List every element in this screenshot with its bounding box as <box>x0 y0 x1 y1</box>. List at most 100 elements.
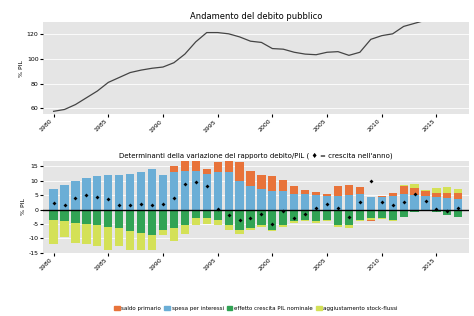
Bar <box>225 159 233 172</box>
Bar <box>246 228 255 230</box>
Bar <box>367 220 375 221</box>
Bar <box>93 225 101 246</box>
Bar <box>345 195 353 210</box>
Y-axis label: % PIL: % PIL <box>21 198 26 215</box>
Bar <box>334 210 342 225</box>
Legend: saldo primario, spesa per interessi, effetto crescita PIL nominale, aggiustament: saldo primario, spesa per interessi, eff… <box>112 304 400 313</box>
Bar <box>312 195 320 210</box>
Bar <box>181 171 189 210</box>
Bar <box>159 210 167 230</box>
Bar <box>312 210 320 221</box>
Bar <box>421 210 429 211</box>
Bar <box>61 221 69 237</box>
Bar <box>432 193 440 197</box>
Bar <box>345 185 353 195</box>
Y-axis label: % PIL: % PIL <box>19 60 24 77</box>
Bar <box>432 197 440 210</box>
Bar <box>290 194 298 210</box>
Bar <box>356 187 364 194</box>
Bar <box>246 186 255 210</box>
Bar <box>356 220 364 221</box>
Bar <box>126 173 134 210</box>
Title: Andamento del debito pubblico: Andamento del debito pubblico <box>190 12 322 21</box>
Bar <box>159 175 167 210</box>
Bar <box>170 228 178 241</box>
Bar <box>257 210 265 225</box>
Bar <box>334 225 342 227</box>
Bar <box>378 218 386 219</box>
Bar <box>202 169 211 173</box>
Bar <box>181 158 189 171</box>
Bar <box>148 210 156 235</box>
Bar <box>421 190 429 191</box>
Bar <box>137 172 145 210</box>
Bar <box>61 210 69 221</box>
Bar <box>236 181 244 210</box>
Bar <box>246 210 255 228</box>
Bar <box>334 186 342 196</box>
Bar <box>82 178 91 210</box>
Bar <box>290 186 298 194</box>
Bar <box>236 162 244 181</box>
Bar <box>137 233 145 250</box>
Bar <box>214 172 222 210</box>
Bar <box>312 221 320 222</box>
Bar <box>454 198 463 210</box>
Bar <box>268 191 276 210</box>
Bar <box>61 185 69 210</box>
Bar <box>378 197 386 210</box>
Bar <box>191 157 200 171</box>
Bar <box>49 189 58 210</box>
Bar <box>400 194 408 210</box>
Bar <box>93 176 101 210</box>
Bar <box>104 227 112 250</box>
Bar <box>72 222 80 243</box>
Bar <box>257 175 265 189</box>
Bar <box>323 220 331 221</box>
Bar <box>148 169 156 210</box>
Bar <box>323 196 331 210</box>
Bar <box>148 235 156 250</box>
Bar <box>454 193 463 198</box>
Bar <box>191 171 200 210</box>
Bar <box>202 210 211 218</box>
Bar <box>170 166 178 172</box>
Bar <box>378 210 386 218</box>
Bar <box>93 210 101 225</box>
Bar <box>356 210 364 220</box>
Bar <box>443 187 451 193</box>
Bar <box>345 225 353 228</box>
Bar <box>49 210 58 220</box>
Bar <box>49 220 58 244</box>
Bar <box>389 210 397 220</box>
Bar <box>400 210 408 217</box>
Bar <box>454 210 463 217</box>
Bar <box>443 198 451 210</box>
Bar <box>389 196 397 210</box>
Bar <box>410 189 419 195</box>
Bar <box>181 210 189 225</box>
Bar <box>214 162 222 172</box>
Bar <box>202 173 211 210</box>
Bar <box>400 186 408 194</box>
Bar <box>312 192 320 195</box>
Bar <box>279 225 287 227</box>
Bar <box>279 210 287 225</box>
Bar <box>257 225 265 227</box>
Bar <box>191 218 200 225</box>
Bar <box>454 189 463 193</box>
Bar <box>82 210 91 224</box>
Bar <box>225 172 233 210</box>
Bar <box>367 210 375 218</box>
Bar <box>257 189 265 210</box>
Bar <box>246 172 255 186</box>
Bar <box>345 210 353 225</box>
Bar <box>268 175 276 191</box>
Bar <box>170 172 178 210</box>
Bar <box>301 190 309 194</box>
Bar <box>202 218 211 224</box>
Bar <box>214 210 222 220</box>
Bar <box>191 210 200 218</box>
Bar <box>432 189 440 193</box>
Bar <box>268 230 276 231</box>
